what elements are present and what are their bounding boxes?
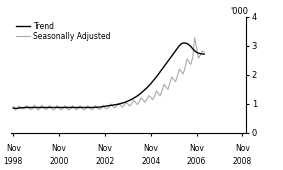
Text: 2008: 2008: [233, 157, 252, 166]
Text: Nov: Nov: [143, 144, 158, 153]
Text: 2002: 2002: [95, 157, 115, 166]
Text: Nov: Nov: [6, 144, 21, 153]
Text: Nov: Nov: [52, 144, 67, 153]
Text: Nov: Nov: [235, 144, 250, 153]
Text: 1998: 1998: [4, 157, 23, 166]
Text: 2006: 2006: [187, 157, 206, 166]
Text: 2004: 2004: [141, 157, 160, 166]
Text: Nov: Nov: [97, 144, 112, 153]
Text: 2000: 2000: [49, 157, 69, 166]
Text: '000: '000: [231, 7, 248, 16]
Text: Nov: Nov: [189, 144, 204, 153]
Legend: Trend, Seasonally Adjusted: Trend, Seasonally Adjusted: [15, 21, 112, 42]
